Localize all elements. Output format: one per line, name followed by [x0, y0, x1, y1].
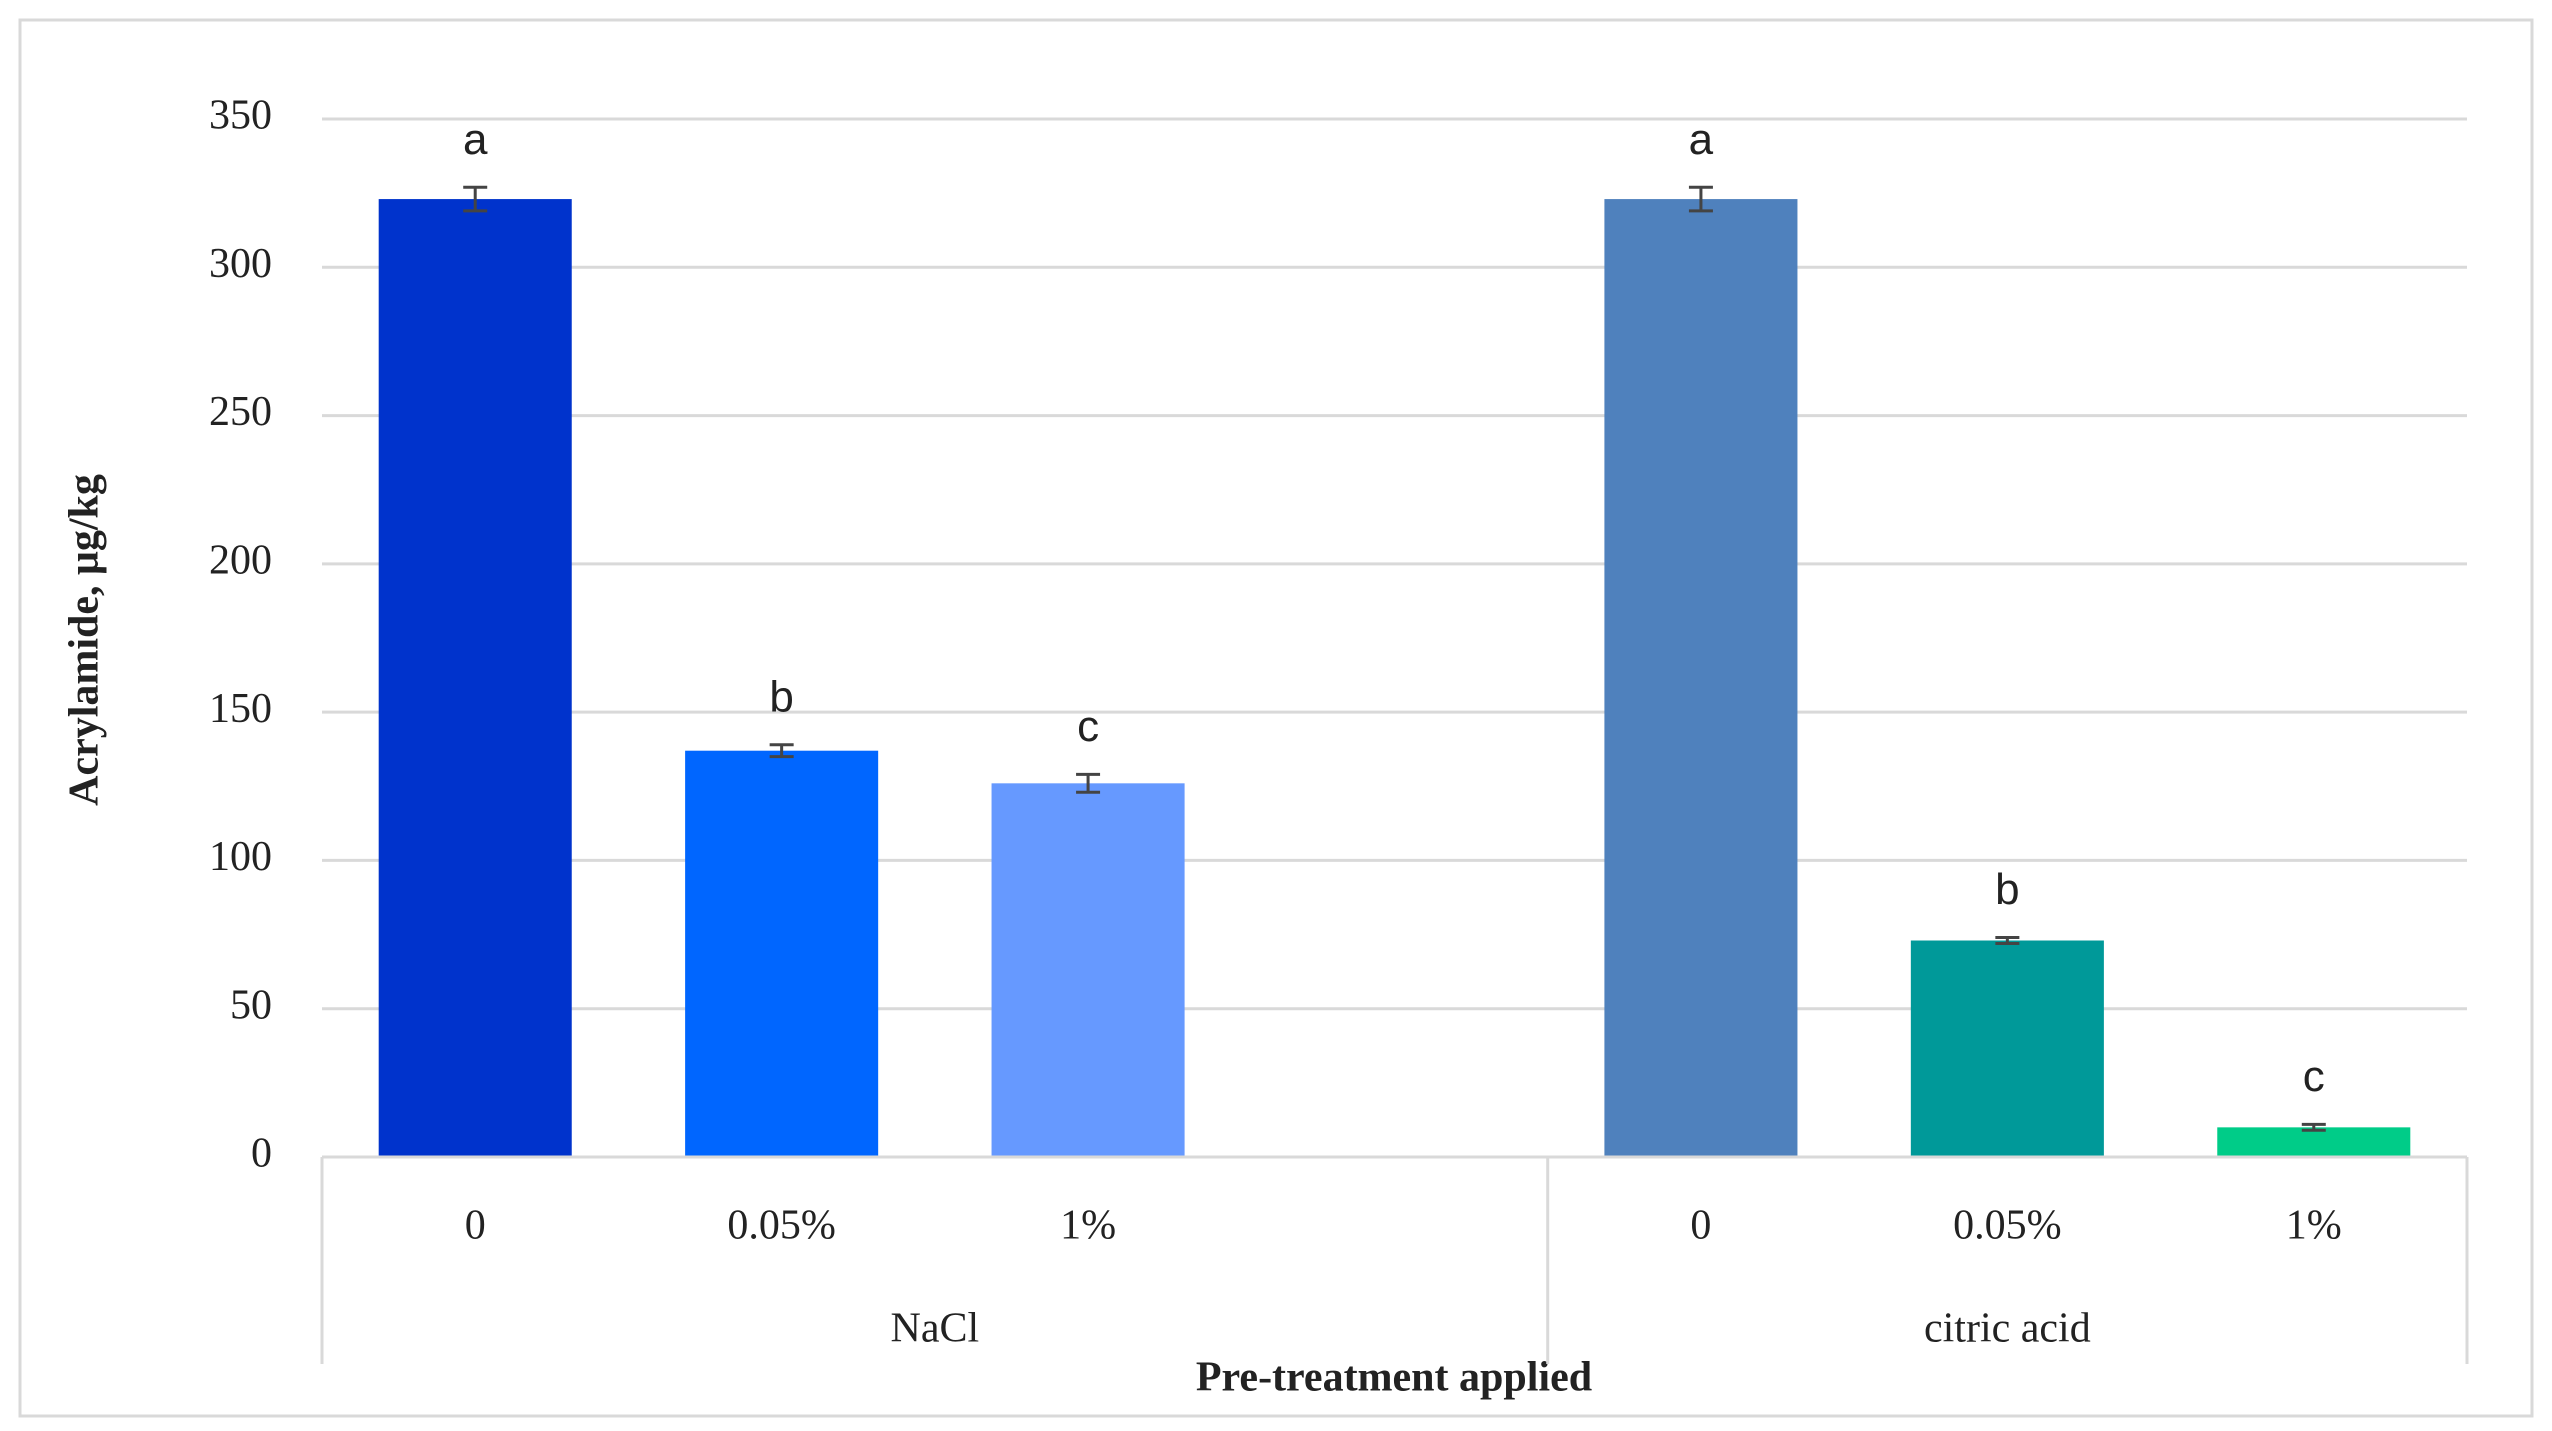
- y-tick-label: 100: [209, 834, 272, 880]
- bar: [1604, 199, 1798, 1157]
- y-tick-label: 350: [209, 93, 272, 139]
- error-bar: [1076, 772, 1101, 794]
- annotation: b: [1995, 865, 2019, 914]
- annotation: c: [2303, 1052, 2325, 1101]
- annotation: c: [1077, 702, 1099, 751]
- y-tick-label: 250: [209, 389, 272, 435]
- bar: [991, 783, 1185, 1157]
- error-bar: [463, 185, 488, 213]
- x-tick-label: 0: [465, 1203, 486, 1249]
- x-tick-label: 0.05%: [727, 1203, 836, 1249]
- y-tick-label: 300: [209, 241, 272, 287]
- y-tick-label: 50: [230, 982, 272, 1028]
- error-bar: [1688, 185, 1713, 213]
- bar: [1910, 940, 2104, 1157]
- bar: [378, 199, 572, 1157]
- x-tick-label: 1%: [2286, 1203, 2342, 1249]
- y-tick-label: 150: [209, 686, 272, 732]
- bar: [685, 750, 879, 1157]
- error-bar: [769, 743, 794, 759]
- y-tick-label: 0: [251, 1131, 272, 1177]
- group-label: NaCl: [891, 1306, 980, 1352]
- y-axis-label: Acrylamide, μg/kg: [62, 474, 108, 806]
- x-axis-label: Pre-treatment applied: [1196, 1355, 1592, 1401]
- x-tick-label: 0: [1690, 1203, 1711, 1249]
- annotation: a: [1689, 115, 1714, 164]
- bar: [2217, 1127, 2411, 1157]
- annotation: a: [463, 115, 488, 164]
- y-tick-label: 200: [209, 537, 272, 583]
- x-tick-label: 1%: [1060, 1203, 1116, 1249]
- error-bar: [2301, 1122, 2326, 1132]
- annotation: b: [769, 672, 793, 721]
- error-bar: [1995, 936, 2020, 945]
- group-label: citric acid: [1924, 1306, 2091, 1352]
- x-tick-label: 0.05%: [1953, 1203, 2062, 1249]
